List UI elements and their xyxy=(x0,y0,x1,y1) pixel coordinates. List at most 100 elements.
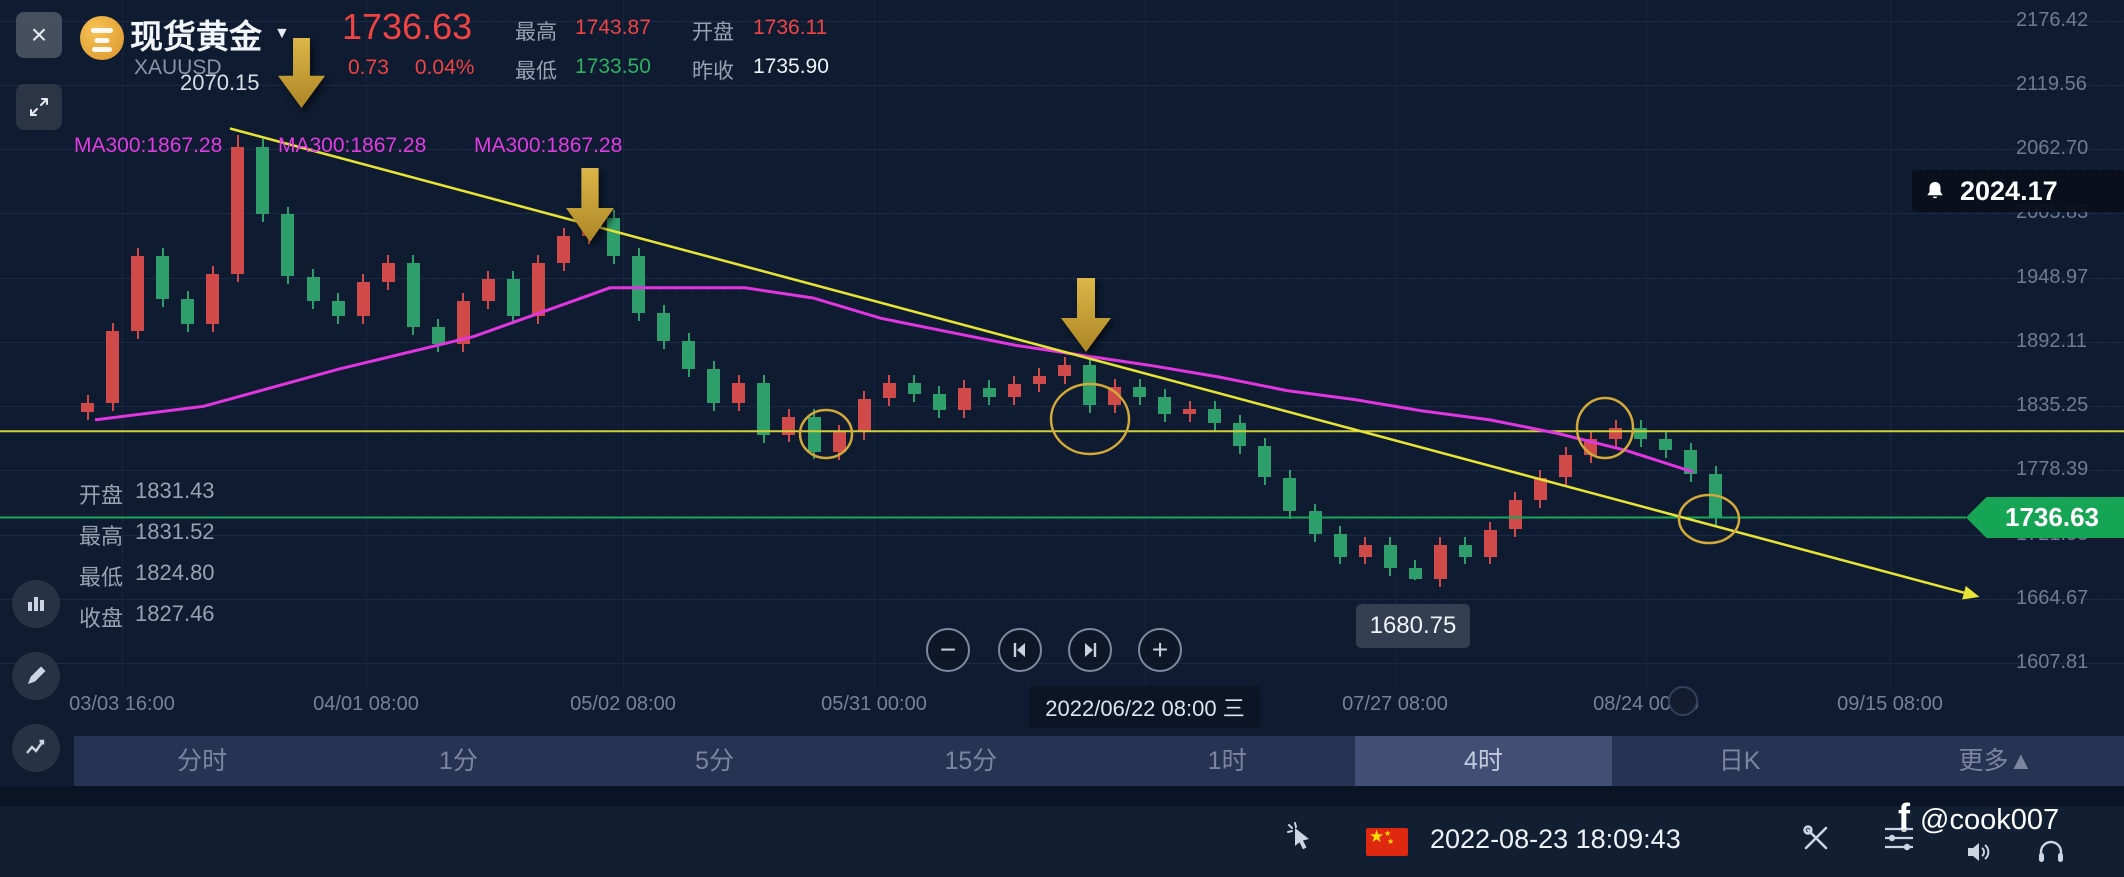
close-button[interactable]: × xyxy=(16,12,62,58)
y-axis-label: 2062.70 xyxy=(2016,137,2089,160)
ohlc-legend-open: 开盘 1831.43 xyxy=(79,478,215,510)
minus-icon: − xyxy=(939,634,957,665)
status-bar-strip xyxy=(0,806,2124,877)
candle-body xyxy=(1183,408,1197,415)
draw-tool-button[interactable] xyxy=(12,652,60,700)
pencil-icon xyxy=(28,666,46,684)
expand-button[interactable] xyxy=(16,84,62,130)
change-percent: 0.04% xyxy=(414,56,475,79)
h-gridline xyxy=(0,534,2124,536)
price-alert-tag[interactable]: 2024.17 xyxy=(1912,170,2124,212)
v-gridline xyxy=(1646,0,1647,688)
tab-1min[interactable]: 1分 xyxy=(438,747,478,775)
tab-more[interactable]: 更多▲ xyxy=(1958,747,2034,775)
candle-body xyxy=(707,369,721,403)
legend-low-value: 1824.80 xyxy=(135,560,215,585)
symbol-dropdown[interactable]: 现货黄金 ▼ xyxy=(130,10,290,58)
h-gridline xyxy=(0,213,2124,215)
tools-button[interactable] xyxy=(1800,822,1832,859)
alert-price: 2024.17 xyxy=(1960,175,2058,206)
candle-body xyxy=(281,214,295,277)
change-value: 0.73 xyxy=(348,56,389,79)
candle-body xyxy=(431,327,445,345)
stat-open-value: 1736.11 xyxy=(753,16,828,39)
candle-body xyxy=(782,416,796,435)
plus-icon: + xyxy=(1151,634,1169,665)
candle-body xyxy=(1584,439,1597,455)
x-axis-label: 05/31 00:00 xyxy=(821,693,927,715)
zoom-in-button[interactable]: + xyxy=(1138,628,1182,672)
candle-body xyxy=(1609,427,1622,440)
gold-coin-icon xyxy=(80,16,124,60)
settings-sliders-button[interactable] xyxy=(1882,822,1916,859)
y-axis-label: 1948.97 xyxy=(2016,265,2089,288)
go-to-start-button[interactable] xyxy=(998,628,1042,672)
candle-body xyxy=(1559,454,1572,478)
candle-body xyxy=(757,382,771,435)
tab-daily[interactable]: 日K xyxy=(1718,747,1761,775)
candle-body xyxy=(1032,375,1046,384)
tab-1hour[interactable]: 1时 xyxy=(1207,747,1247,775)
cursor-tool-button[interactable] xyxy=(1283,820,1319,861)
candle-body xyxy=(306,276,320,302)
tab-4hour[interactable]: 4时 xyxy=(1355,736,1612,786)
candle-body xyxy=(1458,545,1472,557)
stat-high-label: 最高 xyxy=(515,21,557,44)
price-change: 0.73 0.04% xyxy=(348,56,474,80)
tab-15min[interactable]: 15分 xyxy=(944,747,998,775)
y-axis-label: 2176.42 xyxy=(2016,8,2089,31)
tab-fenshi[interactable]: 分时 xyxy=(177,747,228,775)
sliders-icon xyxy=(1885,825,1913,851)
last-price: 1736.63 xyxy=(342,6,473,47)
h-gridline xyxy=(0,663,2124,664)
facebook-icon: f xyxy=(1898,796,1910,837)
candle-body xyxy=(1684,450,1698,475)
y-axis-label: 1835.25 xyxy=(2016,394,2089,417)
tab-5min[interactable]: 5分 xyxy=(695,747,735,775)
candle-body xyxy=(531,262,545,316)
candle-body xyxy=(1333,534,1347,557)
down-arrow-icon xyxy=(566,168,614,242)
stat-prevclose-label: 昨收 xyxy=(692,60,734,83)
indicator-button[interactable] xyxy=(12,724,60,772)
legend-open-label: 开盘 xyxy=(79,483,124,508)
candle-body xyxy=(81,403,94,412)
candle-body xyxy=(1634,427,1648,440)
candle-body xyxy=(181,299,195,324)
tools-icon xyxy=(1803,825,1828,850)
chart-style-button[interactable] xyxy=(12,580,60,628)
candle-body xyxy=(907,382,921,394)
h-gridline xyxy=(0,598,2124,600)
symbol-code: XAUUSD xyxy=(134,56,222,79)
scrubber-dot[interactable] xyxy=(1668,686,1698,716)
expand-icon xyxy=(30,98,48,116)
candle-body xyxy=(1083,364,1096,406)
close-icon: × xyxy=(30,19,48,50)
candle-body xyxy=(331,301,345,316)
h-gridline xyxy=(0,85,2124,86)
stat-prevclose-value: 1735.90 xyxy=(753,55,829,78)
go-to-end-button[interactable] xyxy=(1068,628,1112,672)
x-axis-label: 05/02 08:00 xyxy=(570,693,676,715)
candle-body xyxy=(957,388,971,410)
support-button[interactable] xyxy=(2036,838,2066,871)
zoom-out-button[interactable]: − xyxy=(926,628,970,672)
indicator-wave-icon xyxy=(26,739,45,754)
ma300-label: MA300:1867.28 xyxy=(278,134,427,157)
x-axis-label: 04/01 08:00 xyxy=(313,693,419,715)
legend-close-label: 收盘 xyxy=(79,606,124,631)
legend-open-value: 1831.43 xyxy=(135,478,215,503)
sound-button[interactable] xyxy=(1964,838,1992,871)
down-arrow-icon xyxy=(1061,278,1111,352)
x-axis-label: 07/27 08:00 xyxy=(1342,693,1448,715)
current-price-tag: 1736.63 xyxy=(1966,497,2124,538)
h-gridline xyxy=(0,20,2124,22)
v-gridline xyxy=(366,0,367,688)
candle-body xyxy=(256,146,270,215)
h-gridline xyxy=(0,470,2124,472)
peak-price-label: 2070.15 xyxy=(180,70,260,95)
candle-body xyxy=(1533,477,1547,501)
candle-body xyxy=(231,146,245,275)
legend-low-label: 最低 xyxy=(79,565,124,590)
